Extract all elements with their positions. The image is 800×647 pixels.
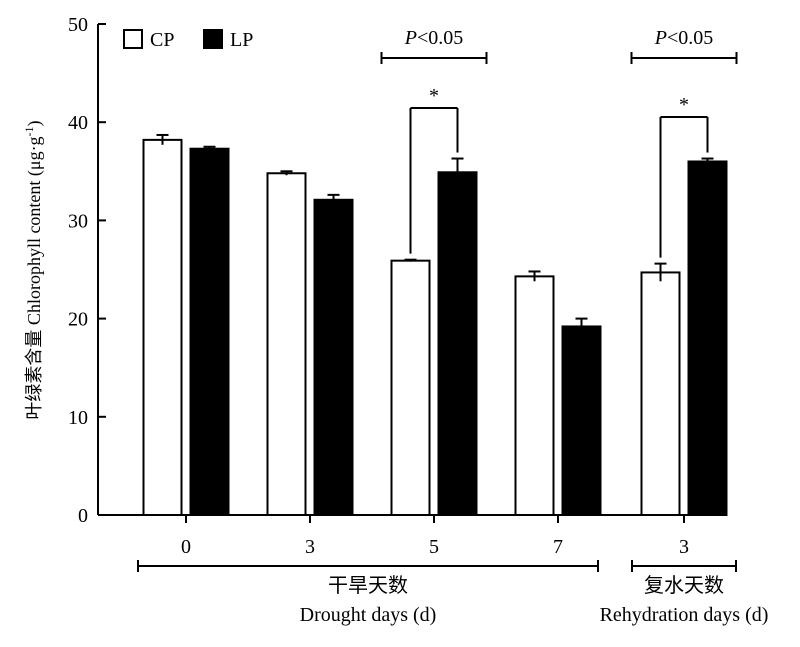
y-axis-label: 叶绿素含量 Chlorophyll content (μg·g-1) <box>22 120 45 419</box>
significance-star: * <box>679 94 689 116</box>
p-value-symbol: P <box>404 27 417 49</box>
x-tick-label: 3 <box>679 536 689 558</box>
p-value-symbol: P <box>654 27 667 49</box>
legend-swatch-lp <box>203 29 223 49</box>
bar-lp <box>561 325 602 516</box>
bar-lp <box>437 171 478 516</box>
bar-cp <box>266 172 307 516</box>
p-value-threshold: <0.05 <box>667 27 713 49</box>
legend-label-cp: CP <box>150 29 174 51</box>
x-tick-label: 5 <box>429 536 439 558</box>
y-axis-label-main: 叶绿素含量 Chlorophyll content (μg·g <box>24 136 45 419</box>
p-value-threshold: <0.05 <box>417 27 463 49</box>
bar-lp <box>687 160 728 516</box>
x-tick-label: 7 <box>553 536 563 558</box>
y-tick-label: 10 <box>68 407 88 429</box>
group-label-en: Rehydration days (d) <box>600 604 769 626</box>
y-tick-label: 40 <box>68 112 88 134</box>
x-tick-label: 0 <box>181 536 191 558</box>
y-tick-label: 0 <box>78 505 88 527</box>
bar-cp <box>142 138 183 516</box>
y-tick-label: 20 <box>68 309 88 331</box>
bar-lp <box>189 147 230 517</box>
y-axis-label-sup: -1 <box>22 126 36 136</box>
bar-lp <box>313 198 354 516</box>
p-value-label: P<0.05 <box>404 27 464 49</box>
legend-label-lp: LP <box>230 29 253 51</box>
legend-swatch-cp <box>123 29 143 49</box>
y-axis-label-close: ) <box>24 120 45 126</box>
y-tick-label: 50 <box>68 14 88 36</box>
group-label-cn: 干旱天数 <box>328 574 408 597</box>
bar-cp <box>514 275 555 516</box>
x-tick-label: 3 <box>305 536 315 558</box>
bar-cp <box>640 271 681 517</box>
p-value-label: P<0.05 <box>654 27 714 49</box>
y-tick-label: 30 <box>68 210 88 232</box>
significance-star: * <box>429 85 439 107</box>
bar-cp <box>390 259 431 516</box>
group-label-cn: 复水天数 <box>644 574 724 597</box>
group-label-en: Drought days (d) <box>300 604 437 626</box>
